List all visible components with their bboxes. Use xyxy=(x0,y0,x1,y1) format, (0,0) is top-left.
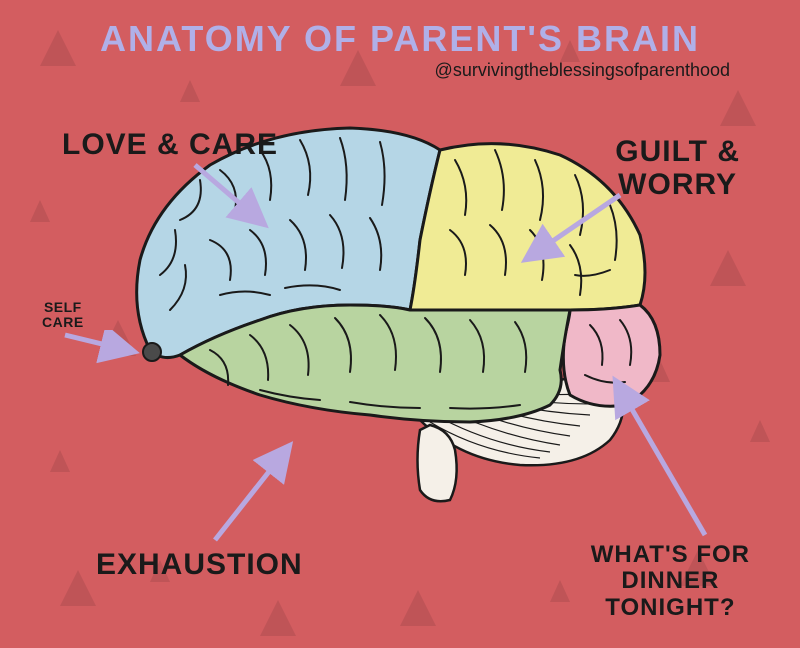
arrow-guilt-worry xyxy=(510,190,630,280)
arrow-dinner xyxy=(605,370,725,545)
label-selfcare-line2: CARE xyxy=(42,314,84,330)
label-dinner-line1: WHAT'S FOR xyxy=(591,541,750,568)
arrow-exhaustion xyxy=(205,430,315,550)
social-handle: @survivingtheblessingsofparenthood xyxy=(435,60,730,81)
arrow-self-care xyxy=(60,330,150,390)
label-dinner-line3: TONIGHT? xyxy=(605,594,735,621)
label-selfcare-line1: SELF xyxy=(44,299,82,315)
label-guilt-line1: GUILT & xyxy=(615,135,740,168)
label-guilt-worry: GUILT & WORRY xyxy=(615,135,740,201)
label-dinner-line2: DINNER xyxy=(621,567,719,594)
label-self-care: SELF CARE xyxy=(42,300,84,331)
arrow-love-care xyxy=(190,160,290,260)
label-exhaustion: EXHAUSTION xyxy=(96,548,303,581)
page-title: ANATOMY OF PARENT'S BRAIN xyxy=(0,18,800,60)
label-love-care: LOVE & CARE xyxy=(62,128,278,161)
label-dinner: WHAT'S FOR DINNER TONIGHT? xyxy=(591,542,750,621)
label-guilt-line2: WORRY xyxy=(618,168,737,201)
